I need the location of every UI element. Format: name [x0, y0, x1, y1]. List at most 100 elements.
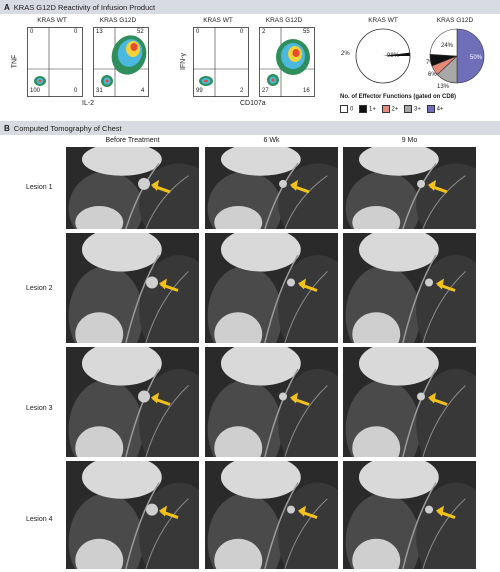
flow4-q-tl: 2: [262, 29, 266, 35]
ct-lesion-r1-c1: [138, 177, 150, 190]
ct-image-r2-c3: [343, 233, 476, 343]
yellow-arrow-icon: [298, 505, 318, 520]
flow-title-1: KRAS WT: [37, 17, 67, 24]
pie-g12d-slice-4: [456, 28, 485, 84]
flow-plot-1: [27, 27, 83, 97]
legend-item-0: 0: [350, 106, 354, 113]
yellow-arrow-icon: [428, 179, 448, 194]
ct-lesion-r1-c3: [417, 179, 425, 188]
yellow-arrow-icon: [428, 392, 448, 406]
panel-a-letter: A: [4, 2, 10, 12]
flow3-q-bl: 99: [196, 88, 203, 94]
axis-il2: IL-2: [82, 100, 95, 107]
ct-image-r3-c3: [343, 347, 476, 457]
lesion-label-1: Lesion 1: [26, 184, 53, 191]
yellow-arrow-icon: [151, 179, 171, 194]
ct-lesion-r1-c2: [279, 179, 287, 188]
flow-title-4: KRAS G12D: [265, 17, 303, 24]
legend-item-4: 4+: [436, 106, 444, 113]
legend-swatch-1: [359, 105, 368, 113]
yellow-arrow-icon: [436, 505, 456, 520]
pie-g12d-title: KRAS G12D: [436, 17, 474, 24]
yellow-arrow-icon: [436, 278, 456, 292]
ct-image-r3-c2: [205, 347, 338, 457]
lesion-label-4: Lesion 4: [26, 516, 53, 523]
ct-image-r1-c1: [66, 147, 199, 229]
ct-lesion-r3-c3: [417, 392, 425, 401]
panel-b-header: B Computed Tomography of Chest: [0, 121, 500, 135]
legend-swatch-4: [426, 105, 435, 113]
legend: 0 1+ 2+ 3+ 4+: [336, 105, 443, 113]
legend-swatch-3: [404, 105, 413, 113]
flow4-q-br: 16: [303, 88, 310, 94]
lesion-label-2: Lesion 2: [26, 285, 53, 292]
pie-wt-title: KRAS WT: [368, 17, 398, 24]
flow2-q-bl: 31: [96, 88, 103, 94]
flow-title-3: KRAS WT: [203, 17, 233, 24]
flow4-q-bl: 27: [262, 88, 269, 94]
pie-wt-slice-1: [383, 52, 411, 56]
ct-image-r4-c3: [343, 461, 476, 569]
pie-g12d-label-zero: 24%: [441, 43, 454, 49]
legend-swatch-0: [340, 105, 348, 113]
ct-col-before: Before Treatment: [105, 137, 160, 144]
pie-g12d-label-three: 13%: [437, 84, 450, 90]
ct-col-6wk: 6 Wk: [263, 137, 280, 144]
panel-a-title: KRAS G12D Reactivity of Infusion Product: [13, 2, 156, 12]
ct-image-r4-c1: [66, 461, 199, 569]
legend-item-1: 1+: [369, 106, 376, 113]
flow1-q-bl: 100: [30, 88, 41, 94]
flow1-q-tr: 0: [74, 29, 78, 35]
ct-image-r2-c1: [66, 233, 199, 343]
ct-image-r3-c1: [66, 347, 199, 457]
ct-lesion-r3-c2: [279, 392, 287, 401]
pie-g12d-label-one: 7%: [426, 60, 435, 66]
yellow-arrow-icon: [159, 505, 179, 520]
flow-plot-2: [93, 27, 149, 97]
yellow-arrow-icon: [151, 392, 171, 406]
flow3-q-tr: 0: [240, 29, 244, 35]
legend-swatch-2: [381, 105, 390, 113]
ct-lesion-r4-c1: [146, 503, 158, 516]
flow3-q-tl: 0: [196, 29, 200, 35]
flow-title-2: KRAS G12D: [99, 17, 137, 24]
flow2-q-tr: 52: [137, 29, 144, 35]
panel-a-header: A KRAS G12D Reactivity of Infusion Produ…: [0, 0, 500, 14]
pie-g12d-chart: [429, 28, 485, 84]
flow2-q-tl: 13: [96, 29, 103, 35]
axis-cd107a: CD107a: [240, 100, 266, 107]
ct-lesion-r2-c2: [287, 278, 295, 287]
flow3-q-br: 2: [240, 88, 244, 94]
ct-lesion-r2-c1: [146, 276, 158, 289]
lesion-label-3: Lesion 3: [26, 405, 53, 412]
ct-lesion-r3-c1: [138, 390, 150, 403]
yellow-arrow-icon: [298, 278, 318, 292]
ct-col-9mo: 9 Mo: [401, 137, 418, 144]
pie-g12d-slice-0: [429, 28, 458, 57]
panel-b-letter: B: [4, 123, 10, 133]
yellow-arrow-icon: [159, 278, 179, 292]
legend-item-2: 2+: [391, 106, 399, 113]
flow4-q-tr: 55: [303, 29, 310, 35]
flow-plot-4: [259, 27, 315, 97]
ct-image-r1-c2: [205, 147, 338, 229]
yellow-arrow-icon: [290, 179, 310, 194]
legend-title: No. of Effector Functions (gated on CD8): [340, 94, 456, 100]
ct-lesion-r2-c3: [425, 278, 433, 287]
pie-wt-chart: [355, 28, 411, 84]
pie-wt-label-small: 2%: [341, 51, 350, 57]
ct-image-r1-c3: [343, 147, 476, 229]
ct-image-r2-c2: [205, 233, 338, 343]
pie-wt-label-big: 98%: [387, 53, 400, 59]
axis-tnf: TNF: [11, 54, 19, 69]
ct-lesion-r4-c2: [287, 505, 295, 514]
pie-g12d-label-two: 6%: [428, 72, 437, 78]
ct-lesion-r4-c3: [425, 505, 433, 514]
panel-b-title: Computed Tomography of Chest: [13, 123, 122, 133]
flow2-q-br: 4: [141, 88, 145, 94]
yellow-arrow-icon: [290, 392, 310, 406]
flow-plot-3: [193, 27, 249, 97]
pie-g12d-label-four: 50%: [470, 55, 483, 61]
legend-item-3: 3+: [414, 106, 421, 113]
flow1-q-tl: 0: [30, 29, 34, 35]
